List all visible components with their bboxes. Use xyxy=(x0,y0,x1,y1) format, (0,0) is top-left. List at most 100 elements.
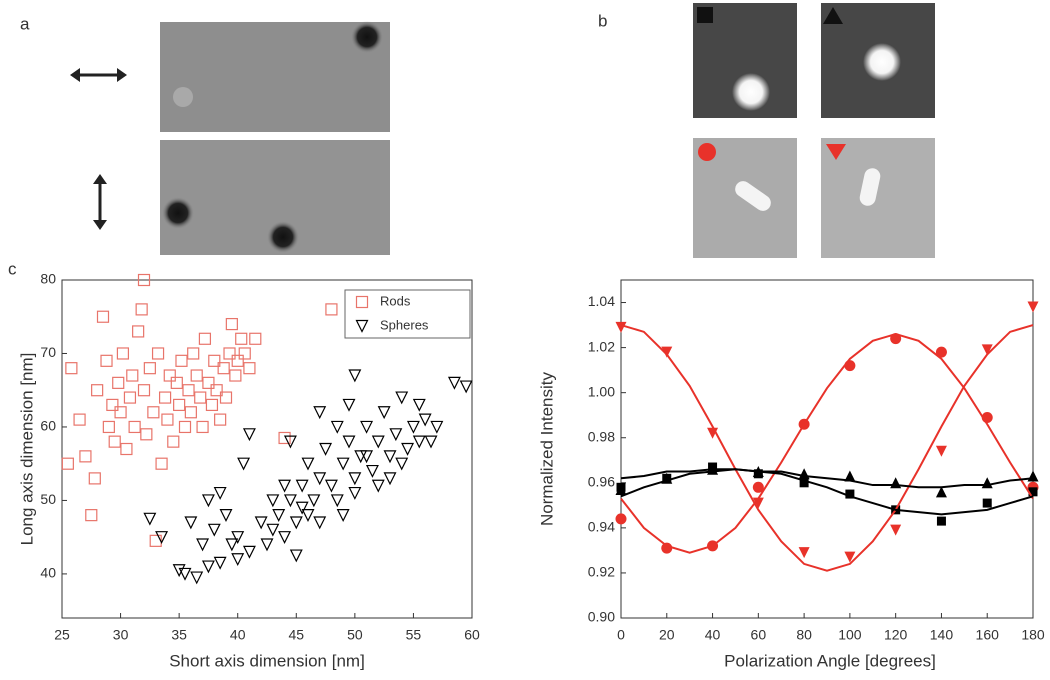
data-point xyxy=(172,564,186,578)
data-point xyxy=(661,346,673,358)
data-point xyxy=(65,362,78,375)
data-point xyxy=(348,472,362,486)
data-point xyxy=(325,303,338,316)
legend-marker xyxy=(355,295,369,309)
x-tick-label: 0 xyxy=(617,627,625,643)
data-point xyxy=(108,435,121,448)
data-point xyxy=(661,542,673,554)
data-point xyxy=(844,360,856,372)
data-point xyxy=(1028,487,1038,497)
data-point xyxy=(348,369,362,383)
data-point xyxy=(231,531,245,545)
x-tick-label: 160 xyxy=(976,627,1000,643)
data-point xyxy=(615,484,627,496)
data-point xyxy=(213,486,227,500)
data-point xyxy=(202,376,215,389)
data-point xyxy=(102,420,115,434)
panel-label: c xyxy=(8,259,17,278)
data-point xyxy=(213,556,227,570)
y-axis-label: Normalized Intensity xyxy=(537,372,556,527)
data-point xyxy=(106,398,119,412)
data-point xyxy=(936,516,946,526)
data-point xyxy=(313,472,327,486)
data-point xyxy=(184,406,197,419)
data-point xyxy=(112,376,125,389)
y-tick-label: 70 xyxy=(40,344,56,360)
data-point xyxy=(126,369,139,382)
data-point xyxy=(219,391,233,404)
panel-a-images xyxy=(70,21,390,255)
data-point xyxy=(295,479,309,493)
data-point xyxy=(301,457,315,471)
data-point xyxy=(85,509,98,522)
data-point xyxy=(137,384,151,397)
x-tick-label: 30 xyxy=(113,627,129,643)
data-point xyxy=(447,376,461,390)
y-tick-label: 1.02 xyxy=(588,338,615,354)
data-point xyxy=(170,376,183,389)
data-point xyxy=(845,489,855,499)
data-point xyxy=(137,273,151,287)
x-tick-label: 100 xyxy=(838,627,862,643)
data-point xyxy=(430,420,444,434)
data-point xyxy=(205,398,219,412)
data-point xyxy=(116,347,130,360)
data-point xyxy=(190,369,203,382)
data-point xyxy=(237,457,251,471)
data-point xyxy=(198,332,212,345)
x-axis-label: Polarization Angle [degrees] xyxy=(724,651,936,670)
data-point xyxy=(324,479,338,493)
data-point xyxy=(418,413,432,427)
data-point xyxy=(231,354,244,367)
fit-line xyxy=(620,468,1034,516)
data-point xyxy=(182,384,195,397)
data-point xyxy=(330,420,344,434)
data-point xyxy=(135,303,148,316)
data-point xyxy=(935,486,947,498)
data-point xyxy=(214,413,227,426)
fit-line xyxy=(620,468,1034,489)
data-point xyxy=(342,435,356,449)
y-tick-label: 0.94 xyxy=(588,519,615,535)
panel-label: a xyxy=(20,14,30,33)
data-point xyxy=(844,551,856,563)
data-point xyxy=(161,413,174,426)
x-tick-label: 55 xyxy=(406,627,422,643)
panel-label: b xyxy=(598,11,607,30)
fit-line xyxy=(620,324,1034,572)
data-point xyxy=(242,428,256,442)
data-point xyxy=(330,494,344,508)
data-point xyxy=(223,347,236,360)
data-point xyxy=(225,538,239,552)
data-point xyxy=(242,545,256,559)
data-point xyxy=(1027,470,1039,482)
data-point xyxy=(151,347,165,360)
data-point xyxy=(278,431,291,445)
data-point xyxy=(132,325,145,338)
y-tick-label: 40 xyxy=(40,565,56,581)
data-point xyxy=(184,516,198,530)
y-tick-label: 0.96 xyxy=(588,474,615,490)
plot-frame xyxy=(620,279,1034,619)
data-point xyxy=(266,523,280,537)
data-point xyxy=(981,477,993,489)
data-point xyxy=(173,398,186,412)
data-point xyxy=(348,486,362,500)
fit-line xyxy=(620,333,1034,554)
data-point xyxy=(459,380,473,394)
data-point xyxy=(123,391,137,404)
x-axis-label: Short axis dimension [nm] xyxy=(169,651,365,670)
data-point xyxy=(336,457,350,471)
data-point xyxy=(143,362,156,375)
x-tick-label: 140 xyxy=(930,627,954,643)
data-point xyxy=(365,464,379,478)
x-tick-label: 35 xyxy=(171,627,187,643)
data-point xyxy=(371,435,385,449)
data-point xyxy=(295,501,309,515)
data-point xyxy=(360,420,374,434)
data-point xyxy=(412,435,426,449)
data-point xyxy=(149,534,162,547)
data-point xyxy=(360,450,374,464)
data-point xyxy=(201,494,215,508)
